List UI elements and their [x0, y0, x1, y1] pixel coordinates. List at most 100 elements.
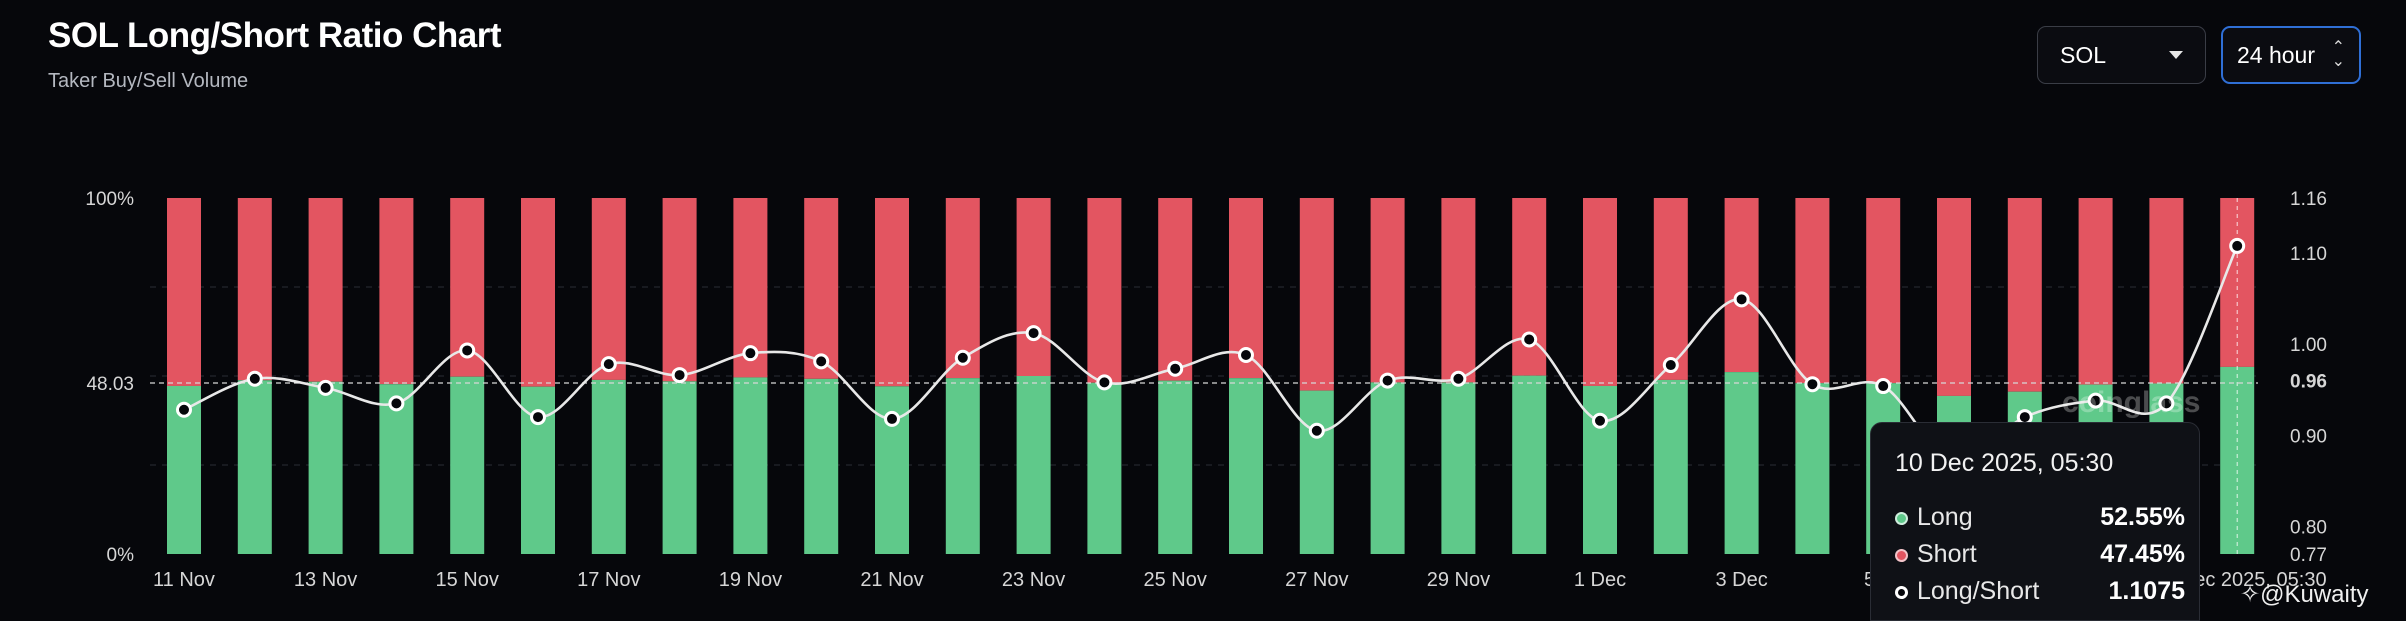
right-tick-label-6: 0.77 — [2290, 545, 2327, 566]
bar-long-7 — [662, 381, 697, 554]
bar-short-28 — [2149, 198, 2184, 384]
bar-short-21 — [1653, 198, 1688, 380]
chevron-updown-icon: ⌃ ⌄ — [2331, 39, 2345, 70]
ratio-point-23 — [1804, 376, 1821, 393]
bar-short-1 — [237, 198, 272, 381]
period-select[interactable]: 24 hour ⌃ ⌄ — [2221, 26, 2361, 84]
x-tick-label-1: 13 Nov — [294, 569, 357, 591]
ratio-point-0 — [176, 401, 192, 418]
ratio-point-3 — [388, 395, 405, 412]
right-tick-label-3: 0.96 — [2290, 372, 2327, 393]
x-tick-label-12: 5 — [1864, 569, 1875, 591]
tooltip-row-long: Long 52.55% — [1895, 503, 2185, 533]
tooltip-row-ratio: Long/Short 1.1075 — [1895, 577, 2185, 607]
bar-short-7 — [662, 198, 697, 382]
ratio-point-11 — [954, 349, 971, 366]
period-select-value: 24 hour — [2237, 41, 2316, 68]
bar-short-11 — [945, 198, 980, 379]
bar-short-2 — [308, 198, 343, 382]
bar-short-26 — [2007, 198, 2042, 392]
bar-short-3 — [379, 198, 414, 385]
bar-short-18 — [1441, 198, 1476, 383]
ratio-point-13 — [1096, 374, 1113, 391]
bar-long-2 — [308, 381, 343, 554]
bar-long-19 — [1512, 375, 1547, 554]
x-tick-label-10: 1 Dec — [1574, 569, 1626, 591]
ratio-point-14 — [1167, 360, 1184, 377]
ratio-point-1 — [246, 370, 263, 387]
bar-long-13 — [1087, 382, 1122, 554]
ratio-point-4 — [459, 342, 476, 359]
bar-long-12 — [1016, 376, 1051, 554]
ratio-point-8 — [742, 345, 759, 362]
right-tick-label-4: 0.90 — [2290, 426, 2327, 447]
ratio-point-16 — [1308, 422, 1325, 439]
bar-short-13 — [1087, 198, 1122, 383]
ratio-dot-icon — [1895, 586, 1908, 599]
x-tick-label-0: 11 Nov — [153, 569, 215, 591]
bar-long-14 — [1158, 380, 1193, 554]
ratio-point-10 — [884, 410, 900, 427]
ratio-point-19 — [1521, 331, 1538, 348]
right-tick-label-0: 1.16 — [2290, 189, 2327, 210]
right-tick-label-5: 0.80 — [2290, 518, 2327, 539]
ratio-point-28 — [2158, 395, 2175, 412]
bar-long-4 — [450, 376, 485, 554]
coinglass-watermark: coinglass — [2062, 386, 2201, 419]
bar-long-20 — [1583, 385, 1617, 554]
bar-long-16 — [1299, 390, 1334, 554]
bar-short-24 — [1866, 198, 1901, 384]
credit-label: ✧@Kuwaity — [2240, 581, 2369, 608]
ratio-point-7 — [671, 367, 688, 384]
bar-long-18 — [1441, 382, 1476, 554]
bar-short-23 — [1795, 198, 1830, 384]
left-tick-label-0: 100% — [85, 189, 134, 210]
bar-short-6 — [591, 198, 626, 380]
bar-long-29 — [2220, 366, 2255, 554]
tooltip-row-short: Short 47.45% — [1895, 540, 2185, 570]
ratio-point-21 — [1662, 357, 1679, 374]
ratio-point-27 — [2087, 392, 2104, 409]
bar-short-5 — [521, 198, 555, 387]
bar-long-17 — [1370, 382, 1405, 554]
bar-long-6 — [591, 379, 626, 554]
x-tick-label-13: Dec 2025, 05:30 — [2180, 569, 2327, 591]
coin-select[interactable]: SOL — [2037, 26, 2206, 84]
ratio-point-17 — [1379, 372, 1396, 389]
right-tick-label-1: 1.10 — [2290, 244, 2327, 265]
bar-short-27 — [2078, 198, 2113, 385]
bar-long-1 — [237, 380, 272, 554]
bar-long-15 — [1229, 378, 1263, 554]
page-subtitle: Taker Buy/Sell Volume — [48, 70, 249, 92]
short-dot-icon — [1895, 549, 1908, 562]
ratio-point-12 — [1025, 325, 1042, 342]
tooltip-date: 10 Dec 2025, 05:30 — [1895, 449, 2114, 477]
ratio-point-15 — [1238, 347, 1254, 364]
bar-short-20 — [1583, 198, 1617, 386]
kuwaity-logo-icon: ✧ — [2240, 581, 2261, 608]
x-tick-label-9: 29 Nov — [1427, 569, 1490, 591]
bar-short-25 — [1937, 198, 1971, 396]
bar-short-17 — [1370, 198, 1405, 383]
bar-long-8 — [733, 377, 768, 554]
bar-short-0 — [167, 198, 201, 386]
bar-long-3 — [379, 384, 414, 554]
ratio-point-29 — [2229, 237, 2246, 254]
left-tick-label-2: 0% — [107, 545, 135, 566]
bar-long-22 — [1724, 372, 1759, 554]
bar-long-21 — [1653, 379, 1688, 554]
x-tick-label-11: 3 Dec — [1715, 569, 1767, 591]
ratio-point-9 — [813, 353, 830, 370]
bar-long-9 — [804, 378, 839, 554]
x-tick-label-5: 21 Nov — [860, 569, 923, 591]
ratio-point-2 — [317, 379, 334, 396]
bar-short-9 — [804, 198, 839, 379]
coin-select-value: SOL — [2060, 41, 2107, 68]
x-tick-label-6: 23 Nov — [1002, 569, 1065, 591]
x-tick-label-7: 25 Nov — [1144, 569, 1207, 591]
bar-short-22 — [1724, 198, 1759, 373]
x-tick-label-2: 15 Nov — [436, 569, 499, 591]
ratio-point-22 — [1733, 291, 1750, 308]
x-tick-label-8: 27 Nov — [1285, 569, 1348, 591]
tooltip: 10 Dec 2025, 05:30 Long 52.55% Short 47.… — [1870, 422, 2200, 621]
